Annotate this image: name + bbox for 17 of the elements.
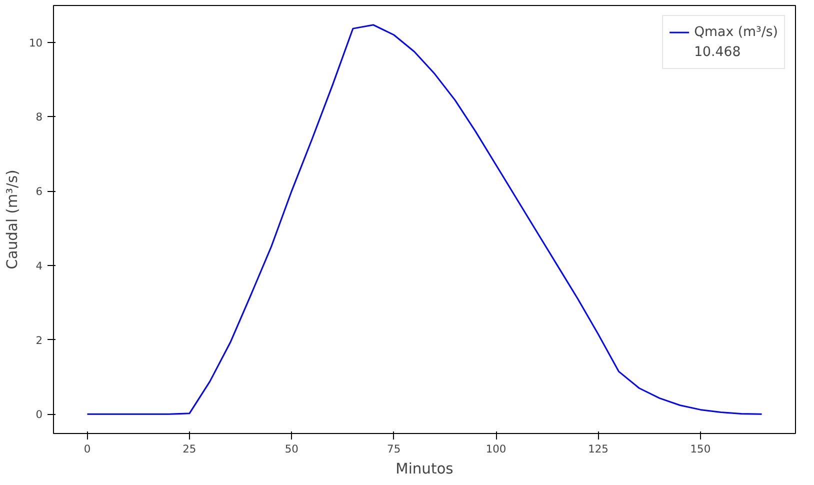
y-tick-label: 10 <box>28 36 43 50</box>
y-tick-label: 8 <box>36 110 43 124</box>
x-tick-label: 50 <box>284 442 299 456</box>
y-tick-label: 4 <box>36 259 43 272</box>
x-tick-label: 75 <box>387 442 401 456</box>
x-tick-label: 150 <box>690 442 711 456</box>
legend-label: Qmax (m³/s) <box>694 24 778 40</box>
x-tick-label: 125 <box>588 442 608 456</box>
x-axis-title: Minutos <box>396 460 454 478</box>
y-tick-label: 2 <box>36 334 42 347</box>
y-tick-label: 0 <box>36 408 43 422</box>
x-tick-label: 100 <box>486 442 506 456</box>
annotation: 10.468 <box>694 44 741 60</box>
y-axis-title: Caudal (m³/s) <box>4 170 21 270</box>
x-tick-label: 0 <box>84 442 91 456</box>
x-tick-label: 25 <box>182 442 196 456</box>
y-tick-label: 6 <box>36 185 43 198</box>
